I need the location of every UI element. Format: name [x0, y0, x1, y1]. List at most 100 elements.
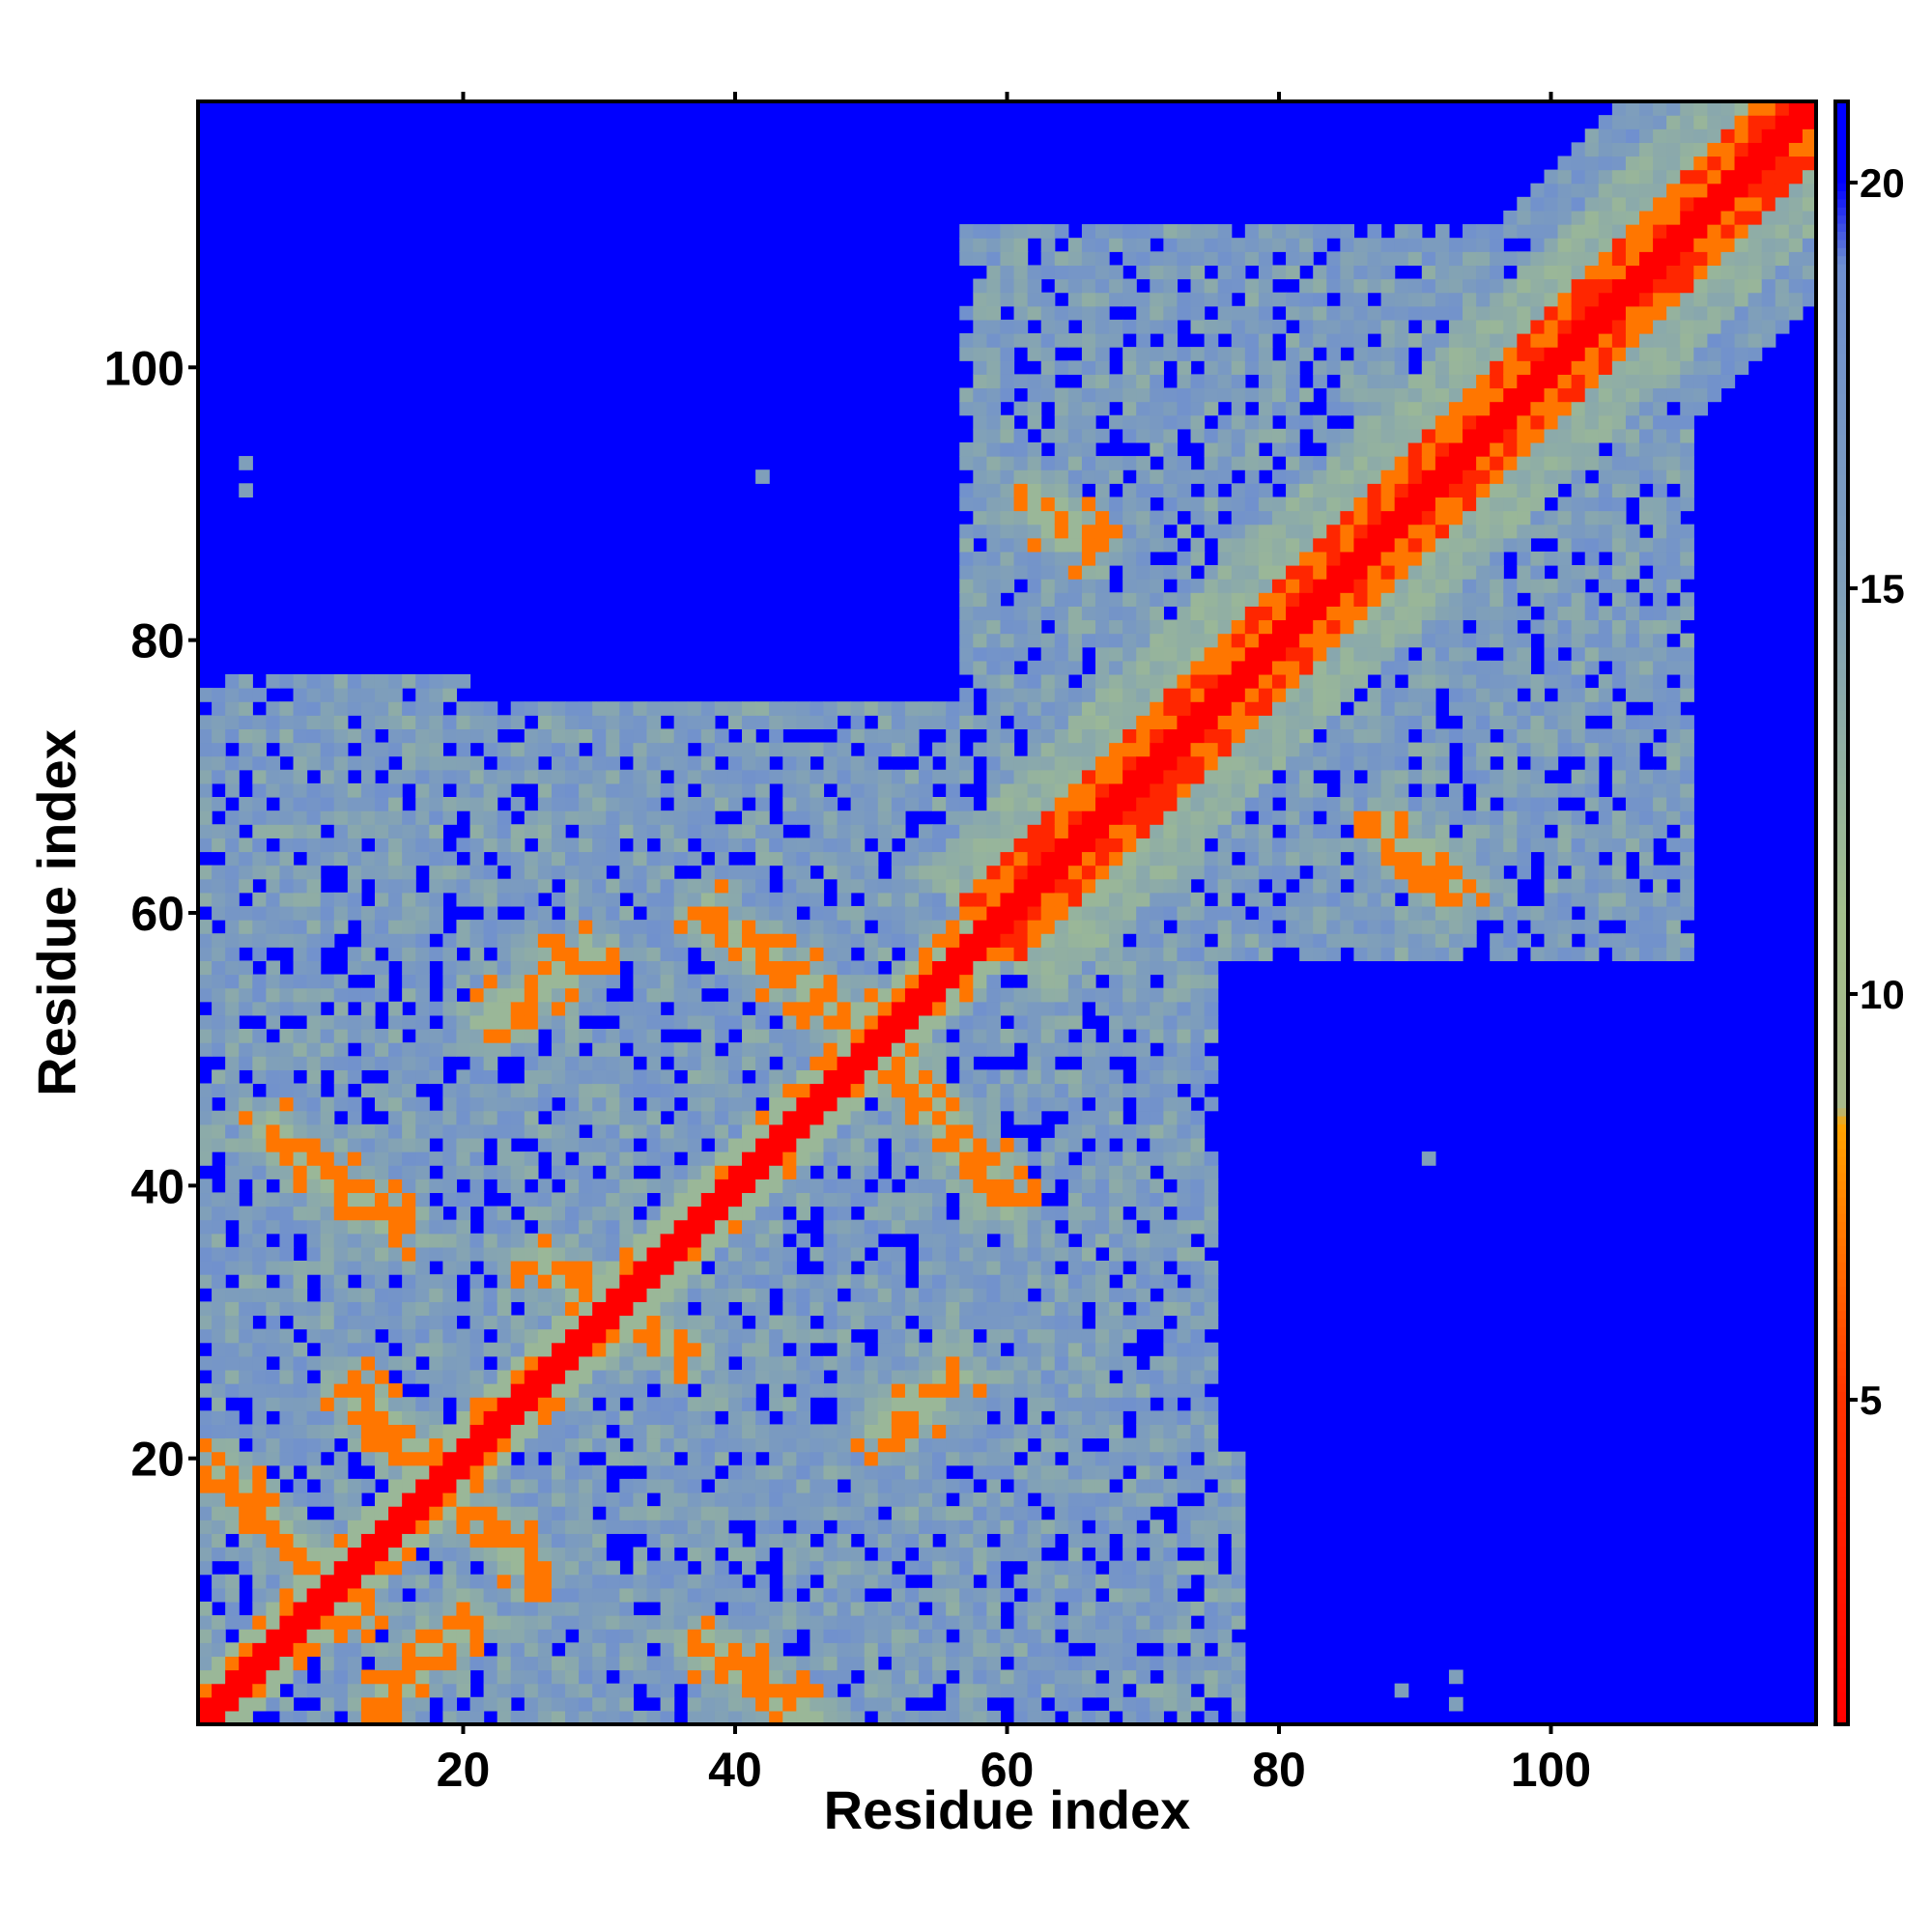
heatmap-cell — [252, 838, 267, 853]
heatmap-cell — [1054, 360, 1069, 375]
heatmap-cell — [537, 810, 553, 825]
heatmap-cell — [850, 1288, 866, 1302]
heatmap-cell — [360, 1451, 376, 1466]
heatmap-cell — [891, 1219, 906, 1235]
heatmap-cell — [537, 1137, 553, 1152]
heatmap-cell — [306, 1261, 322, 1275]
heatmap-cell — [1122, 551, 1137, 566]
heatmap-cell — [727, 755, 743, 771]
heatmap-cell — [266, 878, 281, 894]
heatmap-cell — [904, 920, 920, 934]
heatmap-cell — [986, 838, 1002, 853]
heatmap-cell — [606, 1246, 620, 1262]
heatmap-cell — [606, 1301, 620, 1317]
heatmap-cell — [919, 1547, 933, 1562]
heatmap-cell — [727, 933, 743, 948]
heatmap-cell — [415, 673, 430, 689]
heatmap-cell — [252, 1574, 267, 1589]
heatmap-cell — [429, 1533, 443, 1548]
heatmap-cell — [524, 1110, 539, 1125]
heatmap-cell — [633, 1574, 648, 1589]
heatmap-cell — [1027, 1506, 1042, 1520]
heatmap-cell — [619, 782, 635, 798]
heatmap-cell — [973, 1206, 987, 1221]
heatmap-cell — [524, 905, 539, 921]
heatmap-cell — [347, 824, 362, 838]
heatmap-cell — [782, 1369, 797, 1384]
heatmap-cell — [1094, 878, 1110, 894]
heatmap-cell — [293, 947, 308, 962]
heatmap-cell — [727, 920, 743, 934]
heatmap-cell — [225, 878, 240, 894]
heatmap-cell — [986, 319, 1002, 334]
heatmap-cell — [1013, 1615, 1029, 1630]
heatmap-cell — [946, 1656, 960, 1671]
heatmap-cell — [687, 1424, 702, 1439]
heatmap-cell — [755, 1137, 770, 1152]
heatmap-cell — [1081, 1261, 1096, 1275]
heatmap-cell — [700, 1369, 716, 1384]
heatmap-cell — [592, 960, 607, 976]
heatmap-cell — [374, 1574, 389, 1589]
heatmap-cell — [782, 1397, 797, 1411]
heatmap-cell — [986, 1355, 1002, 1371]
heatmap-cell — [415, 797, 430, 811]
heatmap-cell — [225, 1506, 240, 1520]
heatmap-cell — [592, 1056, 607, 1070]
heatmap-cell — [687, 1710, 702, 1725]
heatmap-cell — [1000, 673, 1015, 689]
heatmap-cell — [1067, 878, 1083, 894]
heatmap-cell — [877, 1369, 893, 1384]
heatmap-cell — [687, 1574, 702, 1589]
heatmap-cell — [510, 1478, 526, 1493]
heatmap-cell — [864, 1219, 879, 1235]
heatmap-cell — [782, 1615, 797, 1630]
heatmap-cell — [877, 1451, 893, 1466]
heatmap-cell — [347, 1383, 362, 1398]
heatmap-cell — [932, 1029, 947, 1043]
heatmap-cell — [810, 1137, 825, 1152]
heatmap-cell — [1081, 1083, 1096, 1098]
heatmap-cell — [946, 1246, 960, 1262]
heatmap-cell — [1109, 1069, 1123, 1085]
heatmap-cell — [306, 933, 322, 948]
heatmap-cell — [796, 755, 811, 771]
heatmap-cell — [537, 1656, 553, 1671]
heatmap-cell — [1136, 1696, 1151, 1712]
heatmap-cell — [673, 1328, 689, 1344]
heatmap-cell — [782, 1464, 797, 1480]
heatmap-cell — [673, 1014, 689, 1030]
heatmap-cell — [1027, 1533, 1042, 1548]
heatmap-cell — [429, 1355, 443, 1371]
heatmap-cell — [333, 1355, 349, 1371]
heatmap-cell — [320, 1151, 335, 1166]
heatmap-cell — [212, 1355, 226, 1371]
heatmap-cell — [864, 810, 879, 825]
heatmap-cell — [973, 579, 987, 593]
heatmap-cell — [306, 1451, 322, 1466]
heatmap-cell — [524, 1506, 539, 1520]
heatmap-cell — [306, 1629, 322, 1643]
heatmap-cell — [877, 1464, 893, 1480]
heatmap-cell — [510, 742, 526, 757]
heatmap-cell — [891, 824, 906, 838]
heatmap-cell — [850, 905, 866, 921]
heatmap-cell — [1094, 360, 1110, 375]
heatmap-cell — [1081, 305, 1096, 321]
heatmap-cell — [850, 797, 866, 811]
heatmap-cell — [742, 947, 756, 962]
heatmap-cell — [333, 1219, 349, 1235]
heatmap-cell — [252, 1696, 267, 1712]
heatmap-cell — [347, 1424, 362, 1439]
heatmap-cell — [1013, 1369, 1029, 1384]
heatmap-cell — [360, 1437, 376, 1453]
heatmap-cell — [442, 960, 458, 976]
heatmap-cell — [1094, 483, 1110, 498]
heatmap-cell — [402, 892, 416, 907]
heatmap-cell — [714, 1261, 729, 1275]
heatmap-cell — [904, 1069, 920, 1085]
heatmap-cell — [1013, 1219, 1029, 1235]
heatmap-cell — [959, 238, 974, 252]
heatmap-cell — [1094, 1547, 1110, 1562]
heatmap-cell — [606, 1410, 620, 1426]
